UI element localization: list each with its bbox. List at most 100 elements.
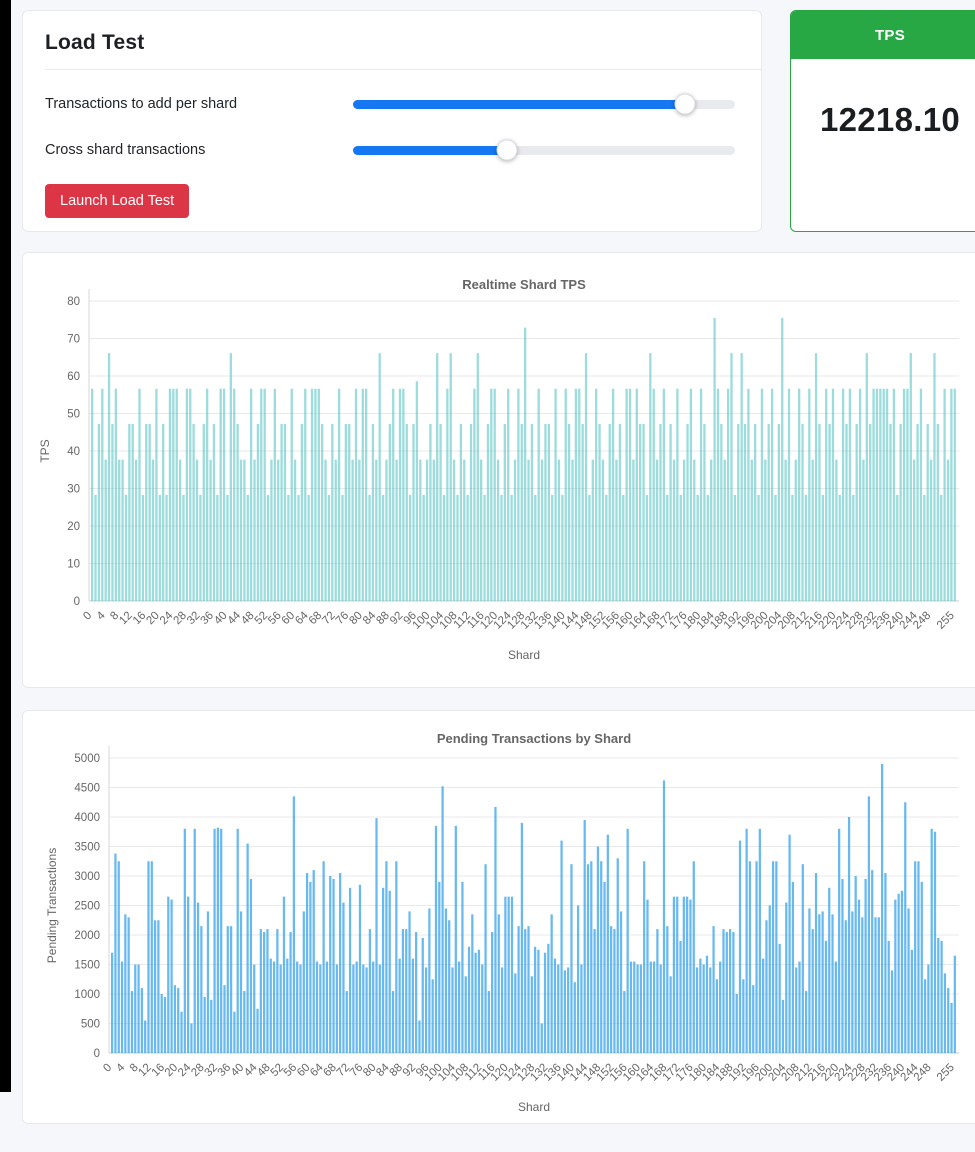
svg-text:40: 40 [67,446,80,458]
bar [422,494,425,602]
bar [368,929,372,1053]
bar [233,1011,236,1053]
bar [510,494,513,602]
bar [371,424,375,601]
bar [619,911,623,1053]
cross-shard-transactions-slider[interactable] [353,138,739,162]
bar [111,952,114,1053]
slider-track[interactable] [353,145,735,155]
bar [412,424,415,601]
bar [463,459,466,601]
bar [530,976,533,1053]
bar [917,861,920,1053]
bar [606,834,609,1053]
bar [239,911,243,1053]
bar [709,967,712,1053]
bar [352,964,355,1053]
bar [758,828,761,1053]
bar [239,459,243,601]
bar [114,388,117,601]
realtime-shard-tps-chart-card: 0 10 20 30 40 50 60 70 80 0 4 8 12 16 20 24 28 32 36 40 44 48… [22,252,975,688]
bar [904,802,907,1053]
bar [118,459,121,601]
bar [520,424,523,601]
bar [222,388,226,601]
bar [266,929,269,1053]
bar [632,459,635,601]
bar [778,943,781,1053]
bar [183,828,186,1053]
bar [299,964,302,1053]
bar [730,353,733,601]
svg-text:20: 20 [67,521,80,533]
bar [170,899,173,1053]
bar [608,424,611,601]
slider-track[interactable] [353,99,735,109]
bar [872,388,875,601]
bar [625,388,628,601]
bar [243,459,246,601]
bar [861,917,864,1053]
cross-shard-transactions-label: Cross shard transactions [45,142,206,158]
bar [635,388,638,601]
bar [480,459,483,601]
bar [212,424,216,601]
bar [771,861,775,1053]
bar [226,926,229,1053]
bar [652,961,656,1053]
bar [811,459,814,601]
bar [814,873,818,1053]
bar [332,878,335,1053]
bar [808,388,811,601]
bar [543,952,547,1053]
bar [841,878,844,1053]
launch-load-test-button[interactable]: Launch Load Test [45,184,190,218]
bar [831,388,835,601]
bar [286,958,289,1053]
bar [331,424,334,601]
bar [527,926,530,1053]
tps-card-header: TPS [791,11,975,59]
svg-text:50: 50 [67,409,80,421]
bar [574,388,578,601]
transactions-per-shard-slider[interactable] [353,92,739,116]
bar [824,940,828,1053]
slider-thumb[interactable] [496,139,518,161]
bar [540,1023,543,1053]
bar [740,353,743,601]
bar [794,459,797,601]
bar [534,946,537,1053]
load-test-card: Load Test Transactions to add per shard … [22,10,762,232]
bar [375,459,378,601]
tps-card: TPS 12218.10 [790,10,975,232]
bar [144,1020,147,1053]
bar [304,388,307,601]
bar [415,932,418,1053]
bar [936,424,939,601]
bar [348,887,352,1053]
bar [151,459,155,601]
bar [165,494,168,602]
bar [672,459,676,601]
svg-text:1500: 1500 [74,960,100,972]
bar [686,896,689,1053]
slider-thumb[interactable] [674,93,696,115]
bar [500,494,503,602]
bar [563,970,566,1053]
bar [94,494,97,602]
bar [175,388,178,601]
pending-transactions-chart[interactable]: 0 500 1000 1500 2000 2500 3000 3500 4000 4500 5000… [23,711,975,1123]
bar [229,353,232,601]
bar [199,494,202,602]
bar [315,961,319,1053]
bar [321,424,324,601]
bar [679,494,682,602]
bar [195,459,199,601]
bar [646,899,649,1053]
bar [226,494,229,602]
bar [358,884,362,1053]
bar [943,388,946,601]
bar [467,946,471,1053]
svg-text:4: 4 [95,609,108,622]
realtime-shard-tps-chart[interactable]: 0 10 20 30 40 50 60 70 80 0 4 8 12 16 20 24 28 32 36 40 44 48… [23,253,975,687]
